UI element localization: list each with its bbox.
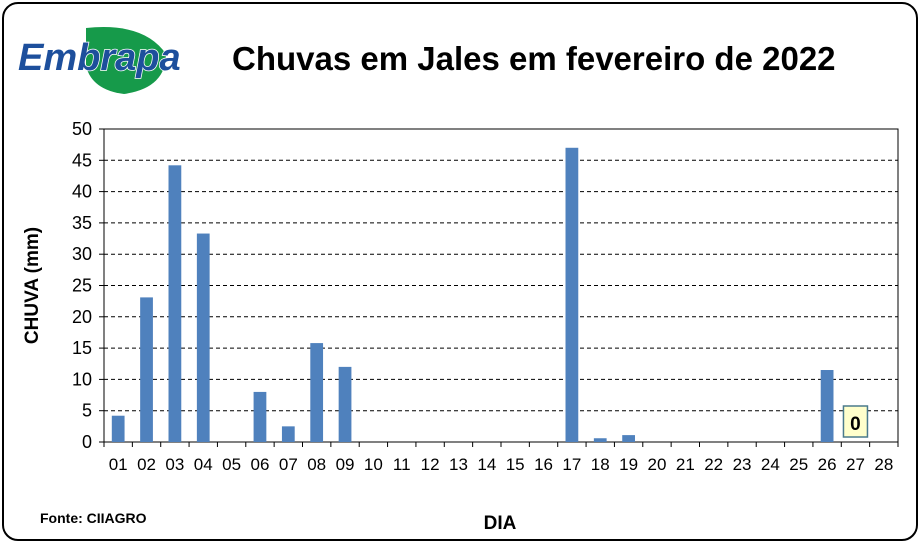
bar-17 — [565, 147, 579, 442]
x-tick-label: 10 — [364, 455, 383, 474]
x-tick-label: 08 — [307, 455, 326, 474]
y-tick-label: 10 — [72, 369, 92, 389]
chart-title: Chuvas em Jales em fevereiro de 2022 — [232, 40, 836, 77]
source-note: Fonte: CIIAGRO — [40, 510, 147, 526]
x-tick-label: 22 — [704, 455, 723, 474]
x-tick-label: 17 — [562, 455, 581, 474]
x-tick-label: 01 — [109, 455, 128, 474]
bar-09 — [338, 366, 352, 442]
x-tick-label: 06 — [251, 455, 270, 474]
x-tick-label: 09 — [336, 455, 355, 474]
x-tick-label: 12 — [421, 455, 440, 474]
x-tick-label: 05 — [222, 455, 241, 474]
x-tick-label: 28 — [874, 455, 893, 474]
bar-03 — [168, 165, 182, 443]
bar-06 — [253, 391, 267, 442]
x-tick-label: 15 — [506, 455, 525, 474]
y-axis-title: CHUVA (mm) — [22, 227, 43, 344]
y-tick-label: 50 — [72, 119, 92, 139]
y-tick-label: 35 — [72, 213, 92, 233]
bar-26 — [820, 370, 834, 442]
x-tick-label: 02 — [137, 455, 156, 474]
x-tick-label: 16 — [534, 455, 553, 474]
y-tick-label: 20 — [72, 307, 92, 327]
bar-18 — [593, 438, 607, 442]
embrapa-logo: Embrapa — [17, 27, 181, 95]
bar-08 — [310, 343, 324, 442]
x-tick-label: 24 — [761, 455, 780, 474]
x-tick-label: 18 — [591, 455, 610, 474]
x-tick-label: 03 — [165, 455, 184, 474]
y-tick-label: 0 — [82, 432, 92, 452]
bar-04 — [196, 233, 210, 442]
logo-green-shape — [86, 27, 166, 95]
chart-frame — [2, 2, 918, 541]
data-label-box — [842, 405, 869, 438]
y-tick-label: 40 — [72, 182, 92, 202]
bar-07 — [281, 426, 295, 442]
x-axis-title: DIA — [484, 513, 517, 534]
data-label: 0 — [850, 414, 861, 435]
bar-02 — [140, 297, 153, 442]
y-tick-label: 25 — [72, 276, 92, 296]
x-tick-label: 23 — [733, 455, 752, 474]
x-tick-label: 11 — [393, 455, 411, 474]
x-tick-label: 19 — [619, 455, 638, 474]
logo-text: Embrapa — [18, 37, 181, 79]
y-tick-label: 15 — [72, 338, 92, 358]
x-tick-label: 21 — [676, 455, 695, 474]
x-tick-label: 27 — [846, 455, 865, 474]
x-tick-label: 07 — [279, 455, 298, 474]
x-tick-label: 20 — [648, 455, 667, 474]
y-tick-label: 30 — [72, 244, 92, 264]
x-tick-label: 14 — [477, 455, 496, 474]
bar-01 — [111, 415, 125, 442]
x-tick-label: 13 — [449, 455, 468, 474]
x-tick-label: 25 — [789, 455, 808, 474]
bar-19 — [622, 435, 635, 442]
y-tick-label: 5 — [82, 401, 92, 421]
y-tick-label: 45 — [72, 150, 92, 170]
x-tick-label: 26 — [818, 455, 837, 474]
x-tick-label: 04 — [194, 455, 213, 474]
